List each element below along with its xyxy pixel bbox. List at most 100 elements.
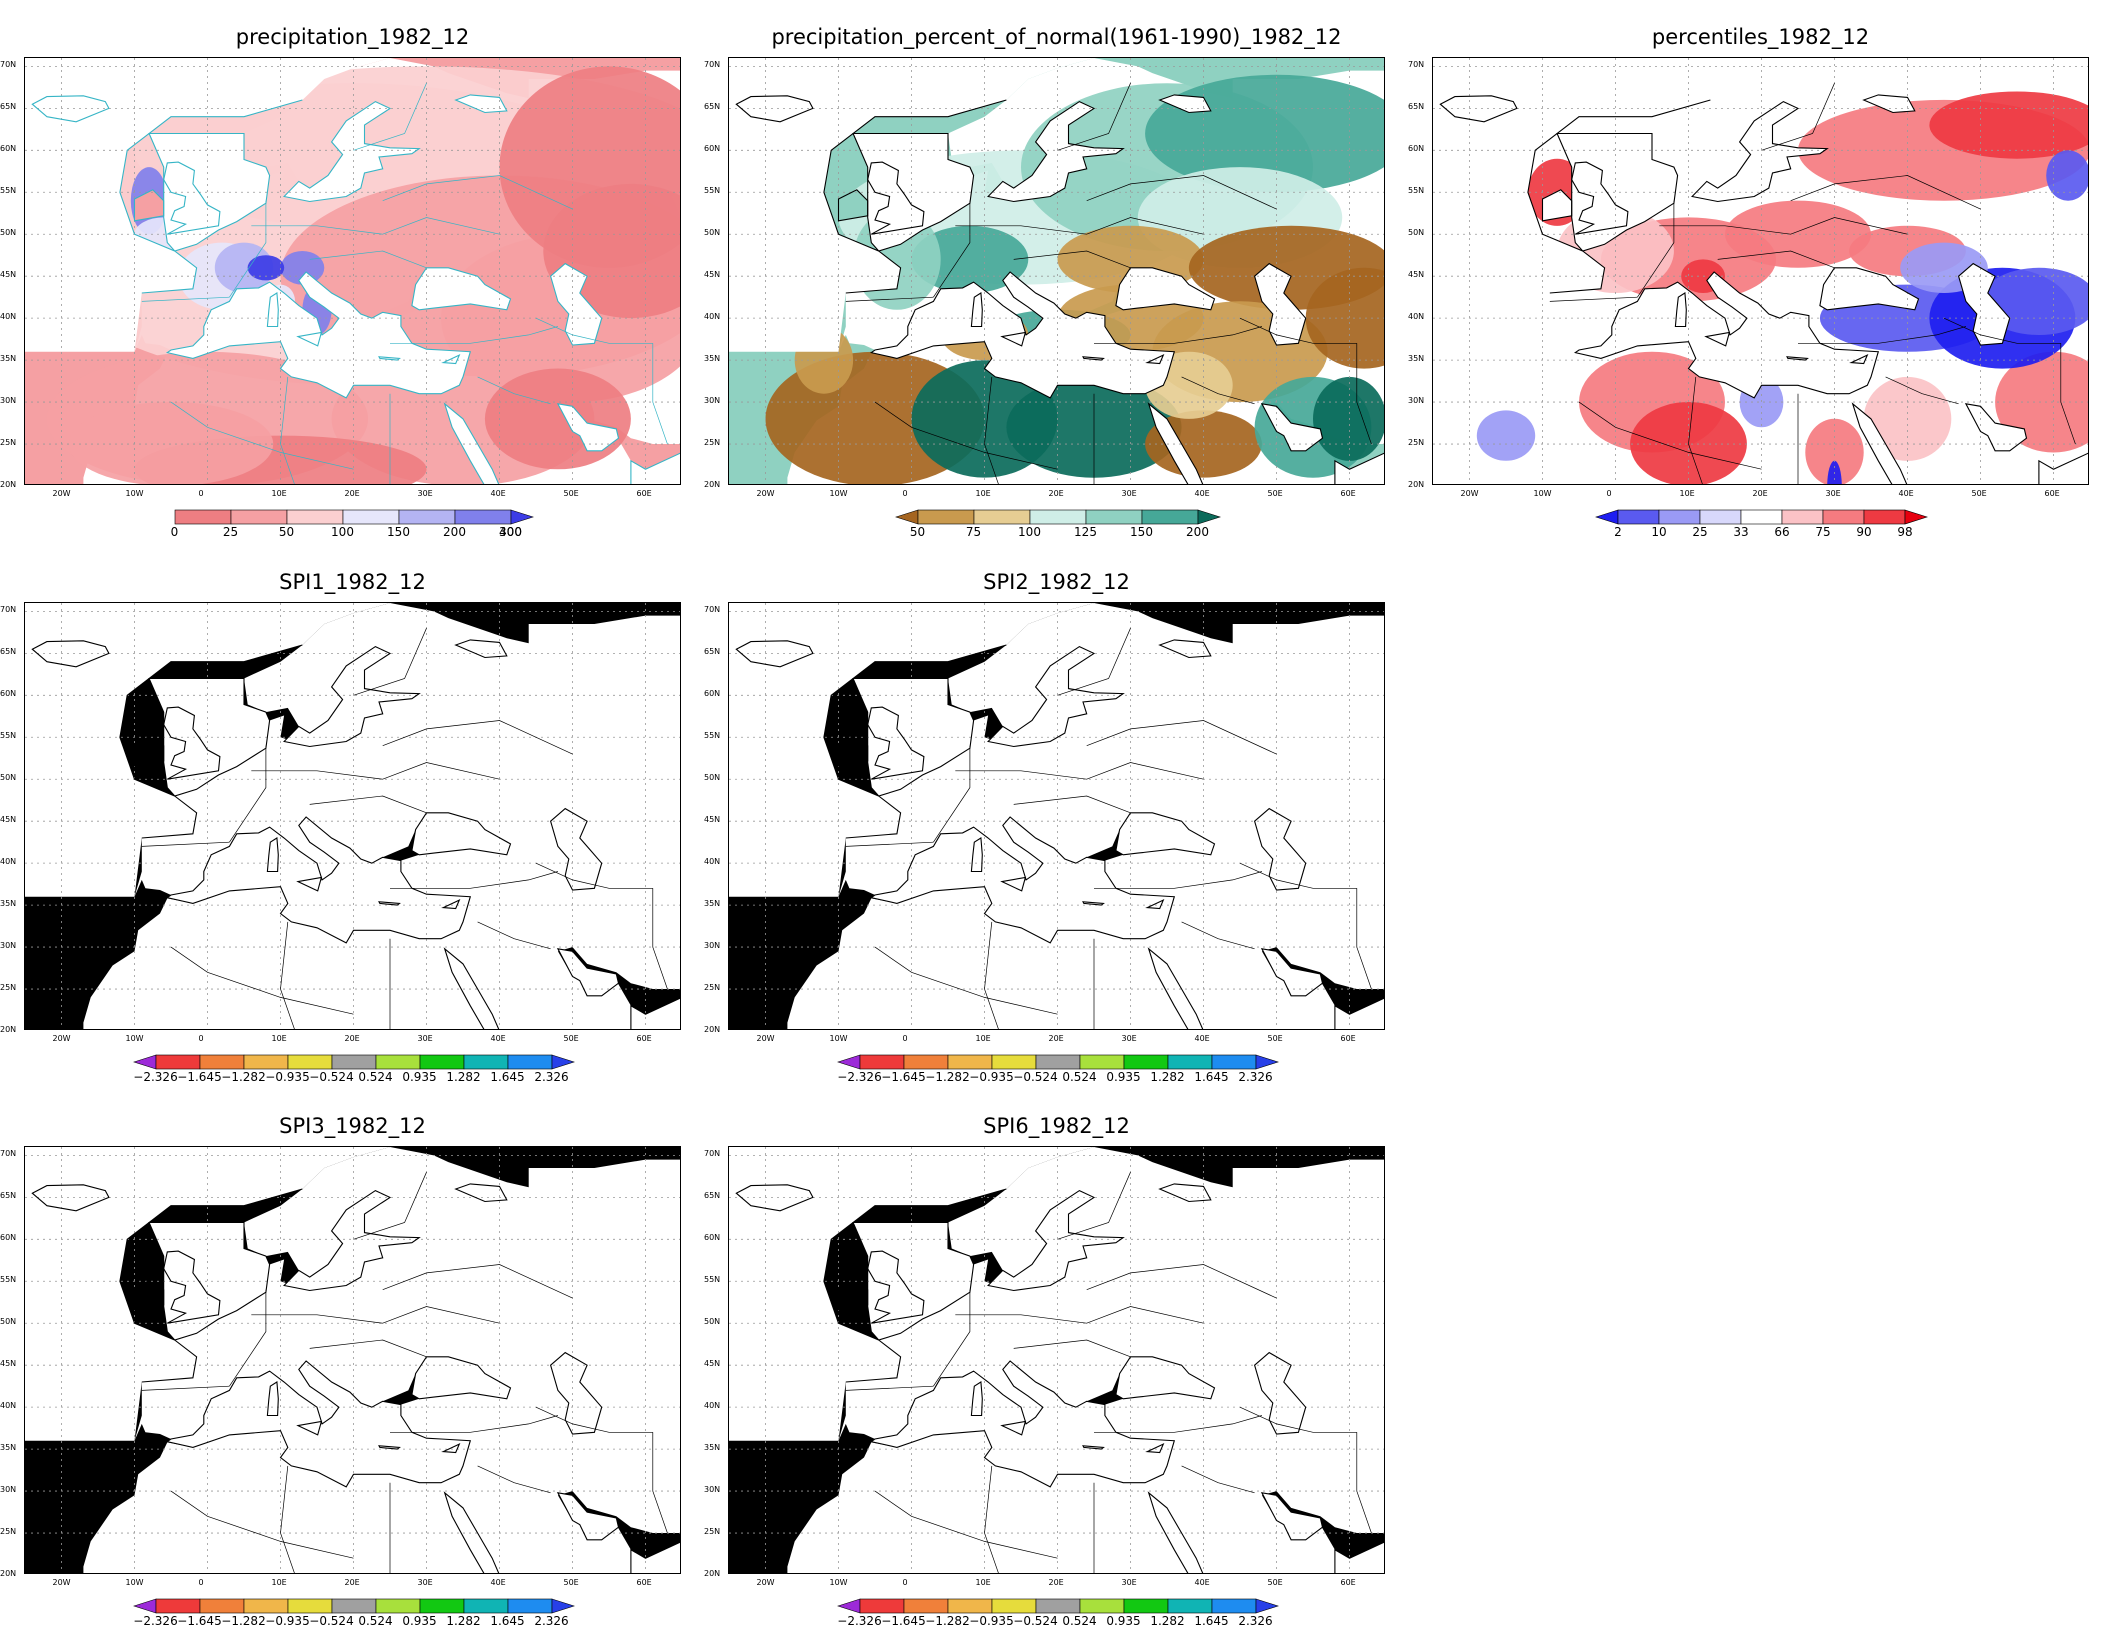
sea-area xyxy=(411,812,511,855)
sea-area xyxy=(284,101,420,202)
lon-tick-label: 20W xyxy=(756,1034,775,1043)
coastline xyxy=(549,262,603,346)
coastlines xyxy=(31,94,680,484)
colorbar-cell xyxy=(1211,1054,1256,1070)
coastline xyxy=(378,901,401,906)
lat-tick-label: 35N xyxy=(704,1443,721,1453)
lat-tick-label: 65N xyxy=(0,647,17,657)
coastline xyxy=(1819,267,1920,311)
colorbar-label: 400 xyxy=(499,525,522,539)
colorbar-cell xyxy=(903,1598,948,1614)
lat-tick-label: 55N xyxy=(704,186,721,196)
colorbar-label: −2.326 xyxy=(133,1614,178,1628)
lon-tick-label: 50E xyxy=(1267,1578,1283,1587)
sea-area xyxy=(1958,263,2010,345)
sea-area xyxy=(1334,998,1384,1029)
lat-tick-label: 55N xyxy=(0,1275,17,1285)
colorbar-label: −0.935 xyxy=(265,1614,310,1628)
coastline xyxy=(549,807,603,891)
colorbar-cell xyxy=(859,1598,904,1614)
coastline xyxy=(735,640,814,668)
colorbar-cell xyxy=(1079,1054,1124,1070)
lon-tick-label: 40E xyxy=(1194,1034,1210,1043)
coastline xyxy=(1145,898,1165,910)
coastlines xyxy=(735,1183,1384,1573)
colorbar-cell xyxy=(903,1054,948,1070)
colorbar-cell xyxy=(1863,509,1906,525)
border-line xyxy=(1094,326,1262,344)
coastline xyxy=(165,1360,472,1488)
lon-tick-label: 40E xyxy=(1194,489,1210,498)
map-area xyxy=(24,1146,681,1574)
colorbar-label: −0.524 xyxy=(309,1070,354,1084)
coastlines xyxy=(735,639,1384,1029)
colorbar-label: −1.645 xyxy=(177,1614,222,1628)
border-line xyxy=(1790,175,1981,210)
sea-area xyxy=(1261,1492,1323,1540)
lon-tick-label: 20E xyxy=(344,1578,360,1587)
lat-tick-label: 35N xyxy=(0,354,17,364)
sea-area xyxy=(630,998,680,1029)
colorbar-cell xyxy=(917,509,974,525)
border-line xyxy=(1239,862,1357,889)
coastline xyxy=(630,997,680,1029)
coastline xyxy=(735,95,814,123)
lat-tick-label: 25N xyxy=(0,1527,17,1537)
map-area xyxy=(728,602,1385,1030)
colorbar-label: 0.935 xyxy=(1106,1614,1141,1628)
colorbar-label: 25 xyxy=(1692,525,1708,539)
colorbar-label: 0.524 xyxy=(358,1070,393,1084)
coastline xyxy=(1334,997,1384,1029)
coastline xyxy=(1690,100,1829,203)
colorbar-label: 25 xyxy=(222,525,239,539)
border-line xyxy=(309,250,427,269)
lat-tick-label: 40N xyxy=(0,857,17,867)
coastline xyxy=(1851,402,1908,484)
coastline xyxy=(549,1351,603,1435)
sea-area xyxy=(1115,267,1215,310)
border-line xyxy=(251,217,500,235)
colorbar xyxy=(836,1054,1279,1070)
borders xyxy=(845,628,1372,1029)
coastline xyxy=(1147,402,1204,484)
border-line xyxy=(229,1289,267,1387)
field-blob xyxy=(2046,150,2088,201)
colorbar-label: −0.935 xyxy=(265,1070,310,1084)
lat-tick-label: 35N xyxy=(0,899,17,909)
sea-area xyxy=(1254,263,1306,345)
lon-tick-label: 10W xyxy=(829,489,848,498)
panel-precipitation: precipitation_1982_12 70N 65N 60N 55N 50N 45N… xyxy=(0,25,681,539)
borders xyxy=(141,1172,668,1573)
border-line xyxy=(874,1490,1058,1559)
border-line xyxy=(229,200,267,298)
coastline xyxy=(1260,1492,1324,1541)
lon-tick-label: 0 xyxy=(902,489,908,498)
sea-area xyxy=(1692,101,1828,202)
map-area xyxy=(1432,57,2089,485)
border-line xyxy=(1086,1264,1277,1299)
lat-tick-label: 50N xyxy=(1408,228,1425,238)
colorbar-arrow-right xyxy=(1197,509,1221,525)
lat-tick-label: 40N xyxy=(0,1401,17,1411)
lat-tick-label: 30N xyxy=(0,941,17,951)
panel-spi2: SPI2_1982_12 70N 65N 60N 55N 50N 45N 40N 35N 30N… xyxy=(704,570,1385,1084)
coastline xyxy=(1158,1183,1212,1203)
colorbar-arrow-right xyxy=(551,1598,575,1614)
coastline xyxy=(1541,189,1573,222)
coastline xyxy=(1334,452,1384,484)
sea-area xyxy=(871,817,1175,943)
colorbar-cell xyxy=(1699,509,1742,525)
colorbar-label: 125 xyxy=(1074,525,1097,539)
colorbar-label: −0.524 xyxy=(1013,1070,1058,1084)
lat-tick-label: 45N xyxy=(0,815,17,825)
coastline xyxy=(869,1360,1176,1488)
lat-tick-label: 40N xyxy=(704,1401,721,1411)
border-line xyxy=(1057,628,1131,696)
border-line xyxy=(984,376,999,484)
map-area xyxy=(728,1146,1385,1574)
lon-tick-label: 30E xyxy=(417,1034,433,1043)
border-line xyxy=(170,946,354,1015)
coastline xyxy=(2038,452,2088,484)
colorbar-label: −1.282 xyxy=(221,1614,266,1628)
lat-tick-label: 70N xyxy=(704,60,721,70)
